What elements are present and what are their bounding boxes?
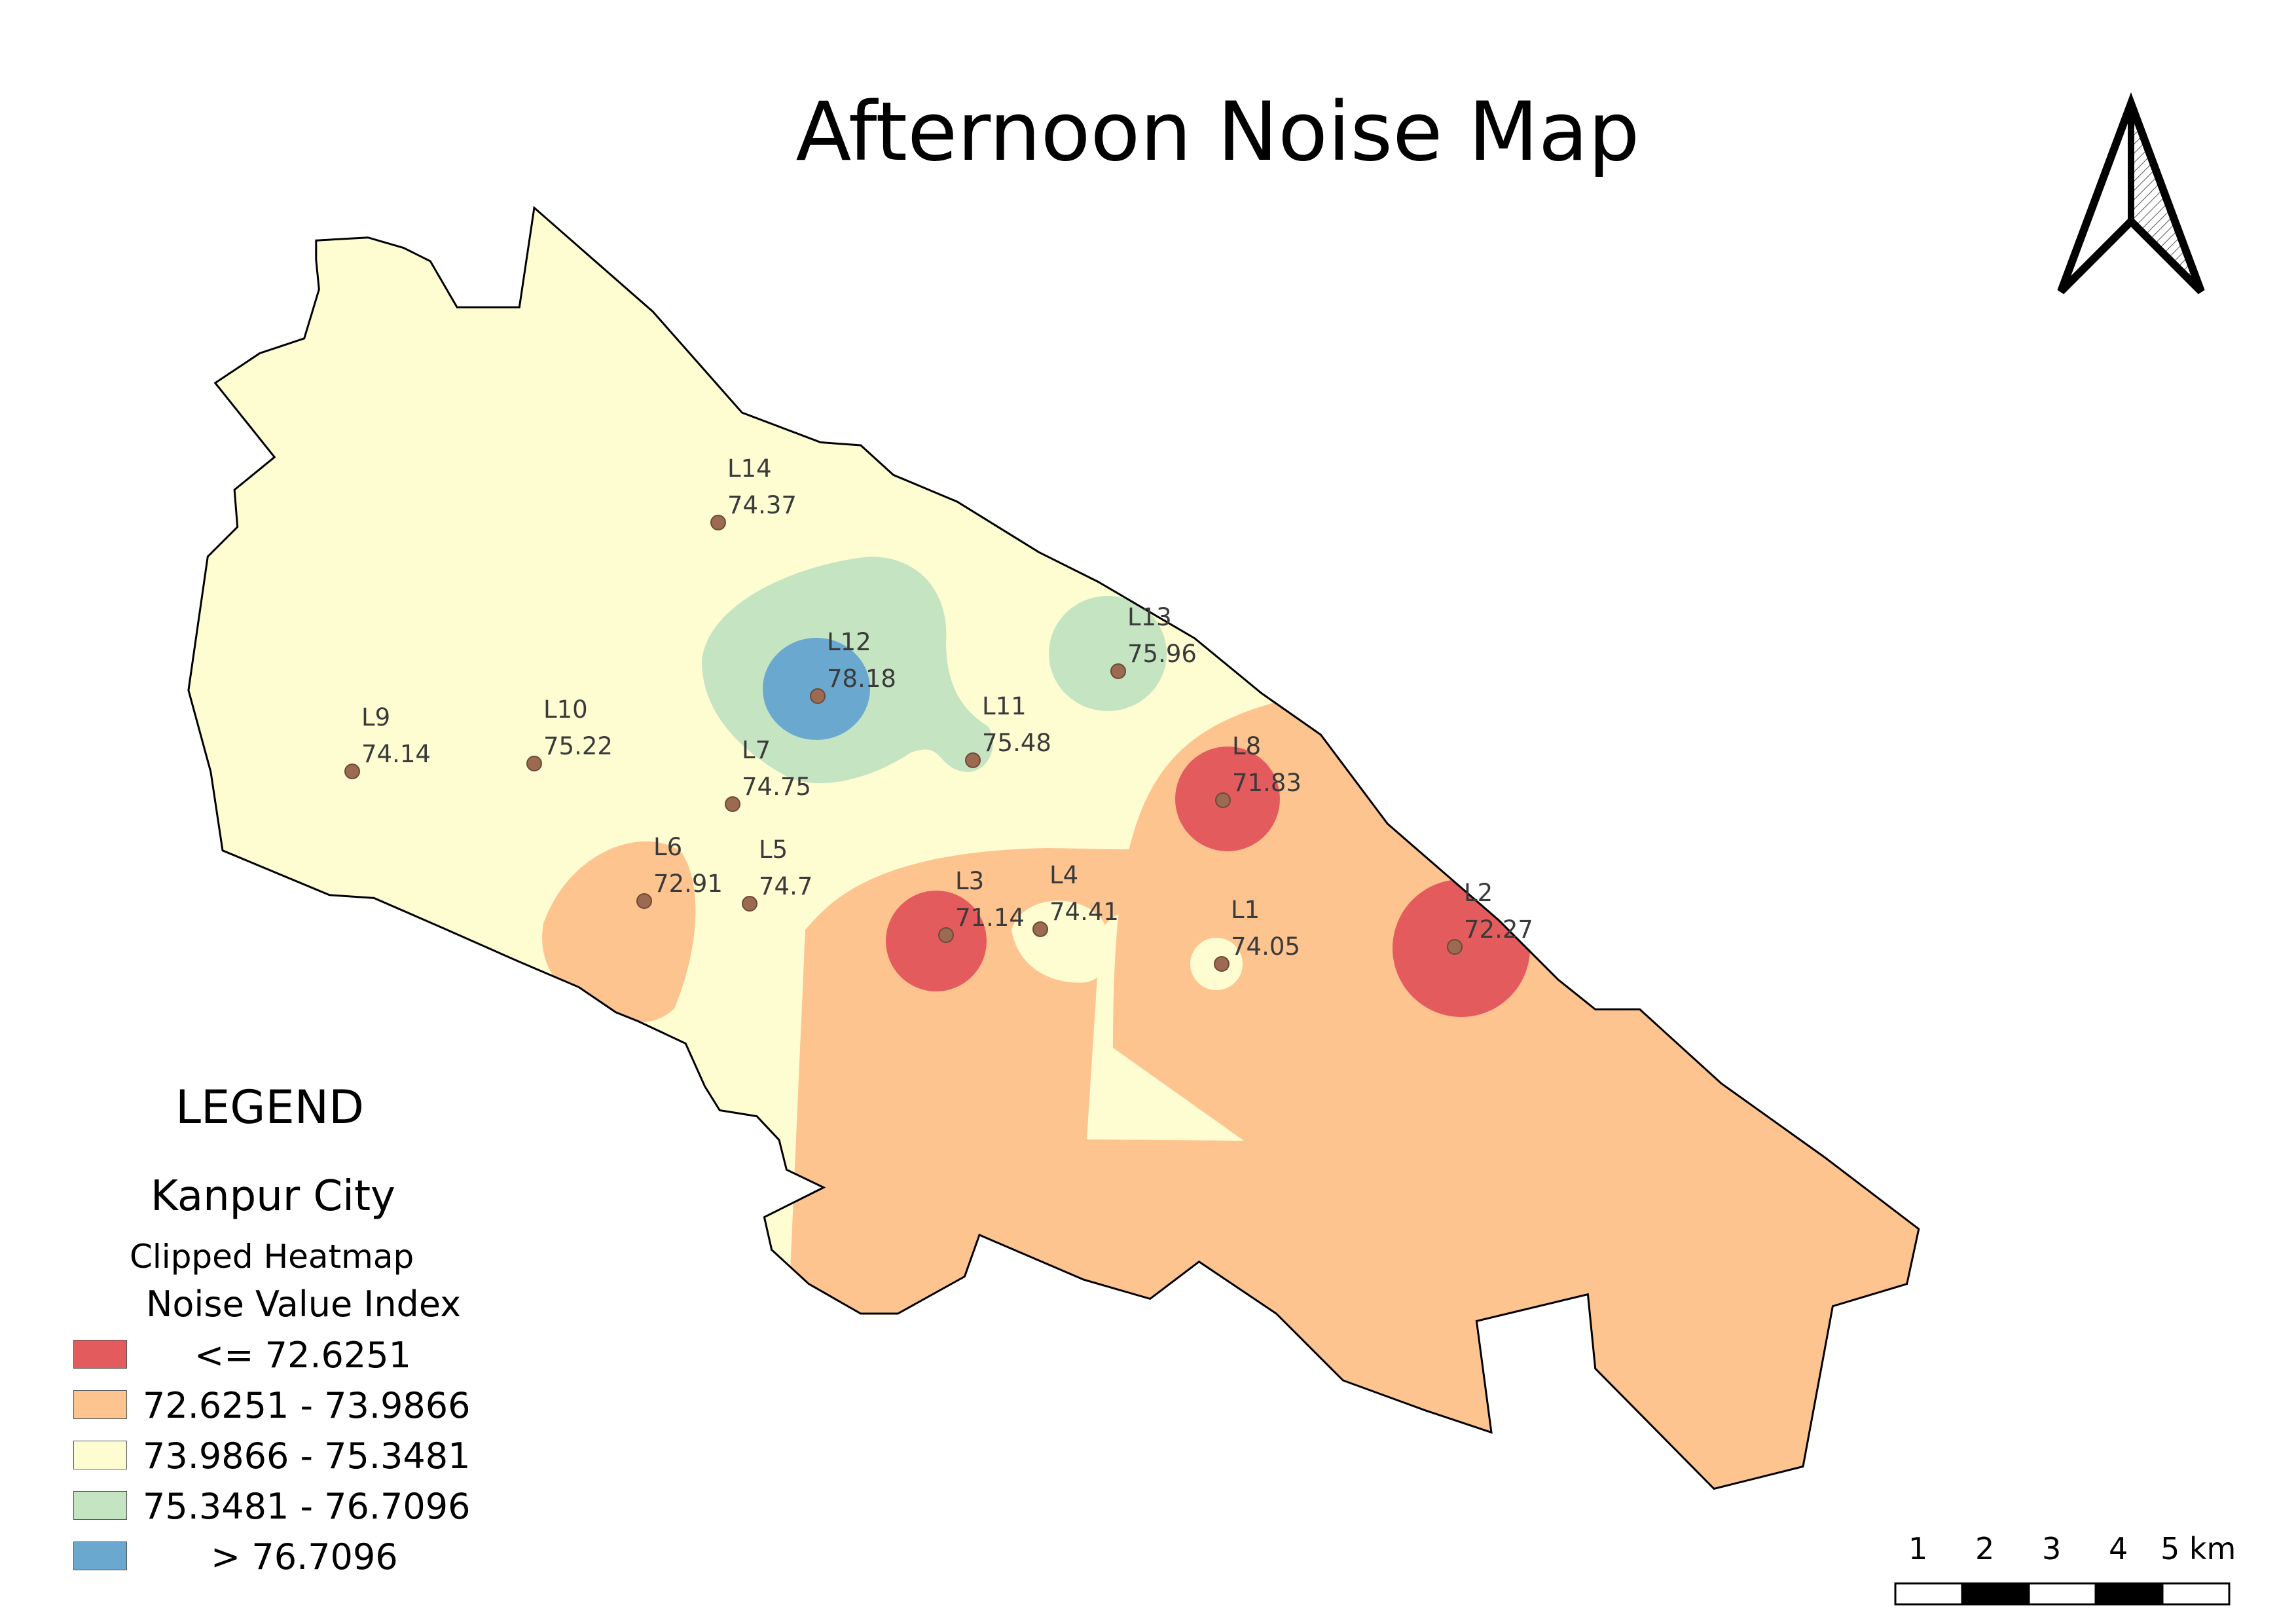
scale-label-5: 5 km [2160,1531,2236,1566]
sample-point-id: L8 [1232,732,1261,760]
legend-item: > 76.7096 [65,1538,537,1577]
sample-point: L13 75.96 [1110,603,1197,679]
sample-point: L11 75.48 [965,692,1051,768]
sample-point: L14 74.37 [710,454,797,530]
sample-point-value: 78.18 [827,665,896,693]
legend-label: 73.9866 - 75.3481 [143,1435,471,1477]
sample-point-marker [938,927,954,943]
sample-point: L9 74.14 [344,703,431,779]
legend-item: 75.3481 - 76.7096 [65,1487,537,1526]
sample-point-marker [1110,663,1126,679]
legend-heading: LEGEND [175,1080,364,1134]
legend-label: 72.6251 - 73.9866 [143,1385,471,1426]
sample-point: L4 74.41 [1032,861,1119,937]
heat-zone-orange-west [542,841,696,1023]
sample-point-id: L9 [361,703,390,731]
sample-point-value: 75.96 [1127,640,1197,668]
sample-point: L12 78.18 [810,628,896,704]
scale-label-4: 4 [2109,1531,2128,1566]
scale-label-1: 1 [1908,1531,1928,1566]
legend-label: 75.3481 - 76.7096 [143,1486,471,1527]
sample-point-marker [725,796,740,812]
sample-point: L6 72.91 [636,833,723,909]
sample-point-value: 74.75 [742,773,811,801]
sample-point-id: L14 [727,454,772,483]
sample-point-marker [710,515,726,530]
legend-item: 73.9866 - 75.3481 [65,1437,537,1476]
legend-label: <= 72.6251 [194,1335,411,1376]
legend-item: 72.6251 - 73.9866 [65,1386,537,1426]
sample-point-id: L5 [759,836,788,864]
sample-point-marker [1214,956,1230,972]
sample-point-value: 71.83 [1232,769,1302,797]
scale-label-3: 3 [2042,1531,2062,1566]
sample-point-id: L2 [1464,879,1493,907]
sample-point-value: 75.48 [982,729,1051,757]
scale-bar [1894,1582,2231,1606]
north-arrow-icon [2057,92,2205,295]
sample-point: L1 74.05 [1214,896,1300,972]
legend-swatch [73,1491,127,1520]
sample-point-marker [742,896,757,912]
legend-layer-name: Kanpur City [151,1172,395,1221]
sample-point-value: 72.27 [1464,915,1533,944]
sample-point: L8 71.83 [1215,732,1302,808]
legend-swatch [73,1340,127,1369]
legend-sublayer-name: Clipped Heatmap [130,1238,414,1276]
heat-zone-green-l13 [1049,596,1167,711]
sample-point-marker [1215,792,1231,808]
sample-point: L10 75.22 [526,695,613,771]
city-boundary-outline [187,206,1920,1490]
sample-point: L2 72.27 [1447,879,1533,955]
legend-item: <= 72.6251 [65,1336,537,1375]
sample-point-id: L12 [827,628,871,656]
sample-point-id: L6 [653,833,682,861]
sample-point-marker [1447,939,1463,955]
sample-point-value: 74.41 [1049,898,1119,926]
legend-field-name: Noise Value Index [146,1283,462,1325]
legend-swatch [73,1390,127,1419]
heat-zone-red-l3 [886,891,987,991]
sample-point-id: L3 [955,867,984,895]
scale-label-2: 2 [1975,1531,1995,1566]
sample-point-marker [344,764,360,779]
sample-point-marker [526,756,542,771]
legend-label: > 76.7096 [211,1536,398,1578]
heat-zone-yellow-l4 [1011,900,1112,983]
sample-point-marker [965,752,981,768]
sample-points-layer: L1 74.05 L2 72.27 L3 71.14 L4 74.41 L5 74.7 L6 72.9… [344,454,1533,972]
sample-point-id: L1 [1231,896,1260,924]
legend-swatch [73,1541,127,1570]
sample-point-marker [636,893,652,909]
sample-point-value: 74.7 [759,872,812,900]
sample-point: L5 74.7 [742,836,812,912]
sample-point-value: 74.05 [1231,932,1300,961]
sample-point-marker [810,688,826,704]
sample-point-marker [1032,921,1048,937]
sample-point-value: 74.37 [727,491,797,519]
sample-point-id: L11 [982,692,1027,720]
legend-swatch [73,1441,127,1469]
sample-point-value: 71.14 [955,904,1025,932]
sample-point-id: L7 [742,736,771,764]
sample-point: L3 71.14 [938,867,1025,943]
sample-point-value: 72.91 [653,870,723,898]
sample-point-id: L13 [1127,603,1172,631]
map-title: Afternoon Noise Map [795,85,1640,179]
sample-point-value: 74.14 [361,740,431,768]
sample-point-id: L4 [1049,861,1078,889]
sample-point: L7 74.75 [725,736,811,812]
sample-point-value: 75.22 [543,732,613,760]
sample-point-id: L10 [543,695,588,724]
